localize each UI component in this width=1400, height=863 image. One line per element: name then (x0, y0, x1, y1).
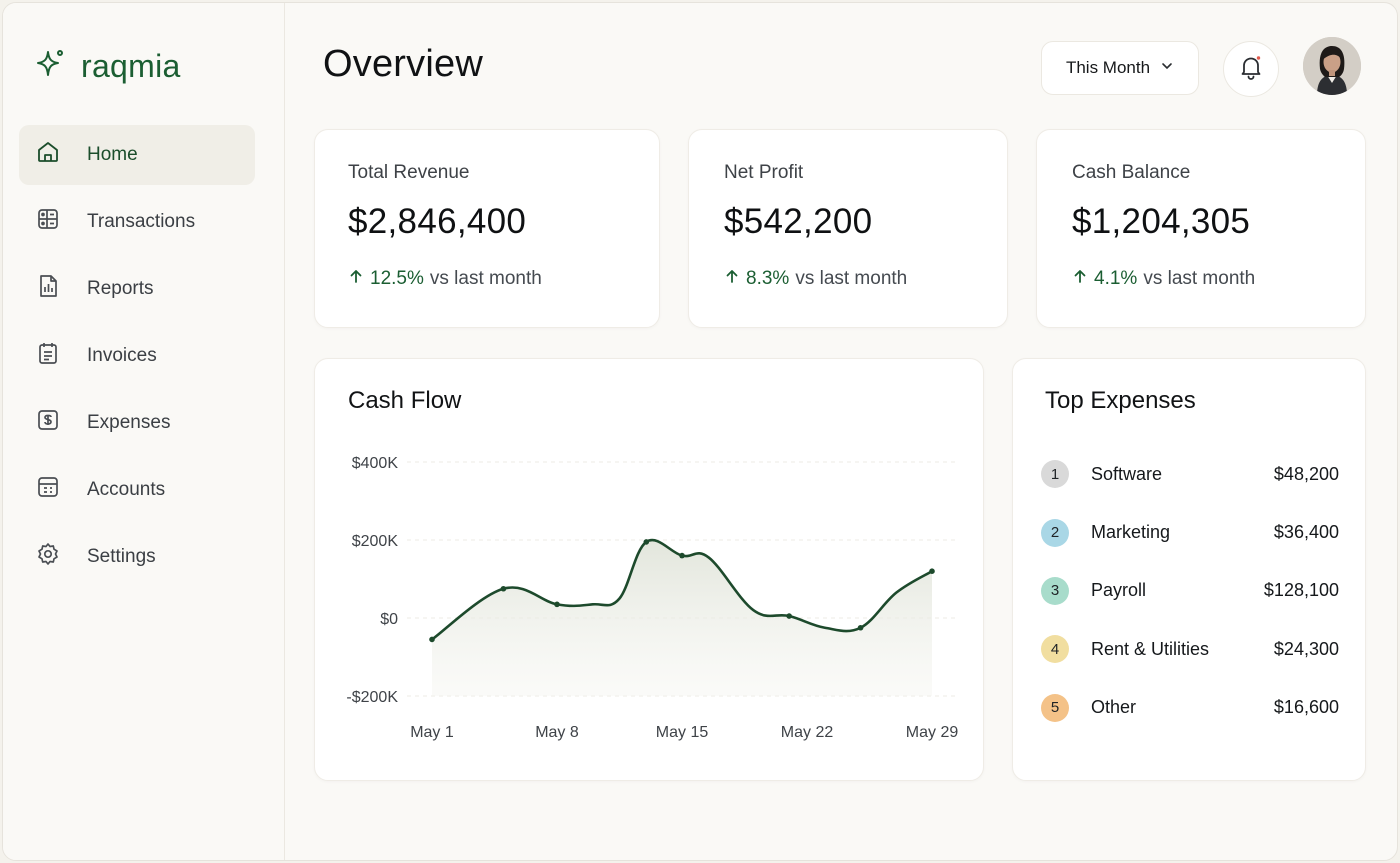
kpi-delta: 8.3% vs last month (724, 268, 907, 290)
sidebar-item-home[interactable]: Home (19, 125, 255, 185)
top-expenses-list: 1 Software $48,200 2 Marketing $36,400 3… (1041, 445, 1339, 737)
data-point (679, 552, 685, 559)
y-tick-label: $200K (352, 533, 399, 550)
x-tick-label: May 15 (656, 724, 709, 741)
settings-icon (35, 541, 61, 573)
rank-badge: 4 (1041, 635, 1069, 664)
expense-amount: $36,400 (1273, 522, 1339, 543)
list-item[interactable]: 5 Other $16,600 (1041, 679, 1339, 737)
sidebar-item-label: Expenses (87, 412, 171, 433)
kpi-value: $1,204,305 (1072, 202, 1251, 241)
brand-name: raqmia (81, 48, 181, 84)
kpi-label: Cash Balance (1072, 162, 1191, 183)
top-expenses-card: Top Expenses 1 Software $48,200 2 Market… (1012, 358, 1366, 781)
cash-flow-title: Cash Flow (348, 387, 462, 414)
kpi-label: Total Revenue (348, 162, 470, 183)
notifications-button[interactable] (1223, 41, 1279, 97)
kpi-delta-text: vs last month (429, 268, 542, 289)
sidebar-item-label: Settings (87, 546, 156, 567)
expense-amount: $24,300 (1273, 638, 1339, 659)
top-expenses-title: Top Expenses (1045, 387, 1196, 414)
sidebar-item-accounts[interactable]: Accounts (19, 460, 255, 520)
x-tick-label: May 1 (410, 724, 454, 741)
data-point (857, 624, 864, 631)
expense-name: Marketing (1091, 522, 1171, 543)
kpi-delta-text: vs last month (1143, 268, 1256, 289)
sidebar-item-label: Accounts (87, 479, 166, 500)
expense-amount: $48,200 (1273, 463, 1339, 484)
kpi-delta: 12.5% vs last month (348, 268, 542, 290)
sparkle-logo-icon (33, 47, 67, 86)
kpi-delta-percent: 4.1% (1094, 268, 1138, 289)
list-item[interactable]: 1 Software $48,200 (1041, 445, 1339, 503)
sidebar-item-invoices[interactable]: Invoices (19, 326, 255, 386)
kpi-delta-percent: 8.3% (746, 268, 790, 289)
accounts-icon (35, 474, 61, 506)
expense-amount: $16,600 (1273, 697, 1339, 718)
kpi-label: Net Profit (724, 162, 804, 183)
expense-name: Software (1091, 463, 1163, 484)
period-select[interactable]: This Month (1041, 41, 1199, 95)
data-point (929, 568, 935, 574)
sidebar-item-reports[interactable]: Reports (19, 259, 255, 319)
y-tick-label: $0 (380, 611, 398, 628)
list-item[interactable]: 4 Rent & Utilities $24,300 (1041, 620, 1339, 678)
sidebar: raqmia Home Transactions Reports (3, 3, 285, 860)
expense-name: Rent & Utilities (1091, 638, 1210, 659)
rank-badge: 2 (1041, 518, 1069, 547)
kpi-value: $542,200 (724, 202, 873, 241)
bell-icon (1237, 53, 1265, 86)
data-point (429, 636, 435, 643)
data-point (643, 539, 650, 545)
sidebar-item-label: Transactions (87, 211, 196, 232)
rank-badge: 3 (1041, 576, 1069, 605)
transactions-icon (35, 206, 61, 238)
kpi-delta: 4.1% vs last month (1072, 268, 1255, 290)
arrow-up-icon (1072, 268, 1088, 290)
chevron-down-icon (1160, 58, 1174, 78)
sidebar-nav: Home Transactions Reports Invoices (19, 125, 255, 594)
expense-name: Other (1091, 697, 1137, 718)
sidebar-item-label: Invoices (87, 345, 157, 366)
cash-flow-area (432, 540, 932, 696)
sidebar-item-settings[interactable]: Settings (19, 527, 255, 587)
kpi-card-total-revenue: Total Revenue $2,846,400 12.5% vs last m… (314, 129, 660, 328)
sidebar-item-label: Home (87, 144, 138, 165)
expense-name: Payroll (1091, 580, 1147, 601)
y-tick-label: $400K (352, 455, 399, 472)
invoices-icon (35, 340, 61, 372)
x-tick-label: May 22 (781, 724, 834, 741)
kpi-delta-text: vs last month (795, 268, 908, 289)
sidebar-item-label: Reports (87, 278, 154, 299)
arrow-up-icon (724, 268, 740, 290)
kpi-card-cash-balance: Cash Balance $1,204,305 4.1% vs last mon… (1036, 129, 1366, 328)
sidebar-item-expenses[interactable]: Expenses (19, 393, 255, 453)
home-icon (35, 139, 61, 171)
y-tick-label: -$200K (346, 689, 398, 706)
cash-flow-chart: $400K $200K $0 -$200K May 1 May 8 May 15 May 2… (346, 455, 959, 741)
user-avatar[interactable] (1303, 37, 1361, 95)
data-point (786, 613, 792, 619)
rank-badge: 1 (1041, 460, 1069, 489)
sidebar-item-transactions[interactable]: Transactions (19, 192, 255, 252)
data-point (554, 601, 560, 608)
expenses-icon (35, 407, 61, 439)
list-item[interactable]: 2 Marketing $36,400 (1041, 503, 1339, 561)
kpi-value: $2,846,400 (348, 202, 527, 241)
rank-badge: 5 (1041, 693, 1069, 722)
x-tick-label: May 29 (906, 724, 959, 741)
brand[interactable]: raqmia (33, 47, 181, 86)
data-point (500, 585, 507, 592)
cash-flow-card: Cash Flow $400K $200K $0 -$200K May 1 May 8 M… (314, 358, 984, 781)
expense-amount: $128,100 (1263, 580, 1339, 601)
arrow-up-icon (348, 268, 364, 290)
kpi-delta-percent: 12.5% (370, 268, 424, 289)
page-title: Overview (323, 43, 483, 85)
x-tick-label: May 8 (535, 724, 579, 741)
kpi-card-net-profit: Net Profit $542,200 8.3% vs last month (688, 129, 1008, 328)
reports-icon (35, 273, 61, 305)
list-item[interactable]: 3 Payroll $128,100 (1041, 562, 1339, 620)
period-select-value: This Month (1065, 58, 1151, 77)
